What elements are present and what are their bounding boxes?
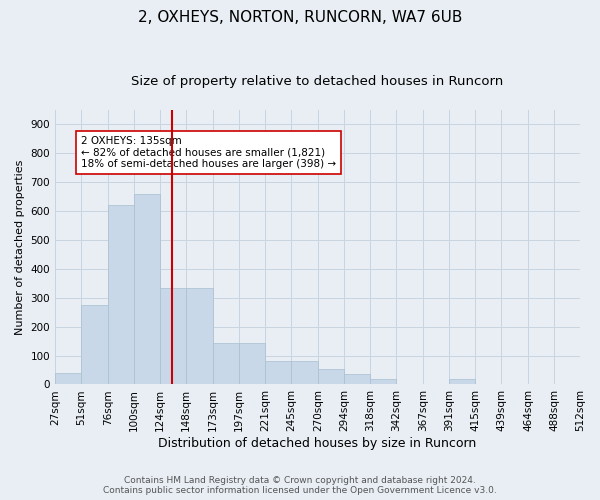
Bar [186, 288, 213, 384]
Bar [81, 305, 108, 384]
Bar [449, 378, 475, 384]
Bar [55, 373, 81, 384]
Bar [291, 362, 318, 384]
Bar [344, 374, 370, 384]
Text: 2 OXHEYS: 135sqm
← 82% of detached houses are smaller (1,821)
18% of semi-detach: 2 OXHEYS: 135sqm ← 82% of detached house… [81, 136, 336, 169]
X-axis label: Distribution of detached houses by size in Runcorn: Distribution of detached houses by size … [158, 437, 476, 450]
Bar [160, 288, 186, 384]
Bar [370, 378, 396, 384]
Bar [265, 362, 291, 384]
Bar [134, 194, 160, 384]
Bar [239, 342, 265, 384]
Y-axis label: Number of detached properties: Number of detached properties [15, 160, 25, 335]
Bar [318, 368, 344, 384]
Bar [213, 342, 239, 384]
Title: Size of property relative to detached houses in Runcorn: Size of property relative to detached ho… [131, 75, 503, 88]
Text: Contains HM Land Registry data © Crown copyright and database right 2024.
Contai: Contains HM Land Registry data © Crown c… [103, 476, 497, 495]
Bar [108, 206, 134, 384]
Text: 2, OXHEYS, NORTON, RUNCORN, WA7 6UB: 2, OXHEYS, NORTON, RUNCORN, WA7 6UB [138, 10, 462, 25]
